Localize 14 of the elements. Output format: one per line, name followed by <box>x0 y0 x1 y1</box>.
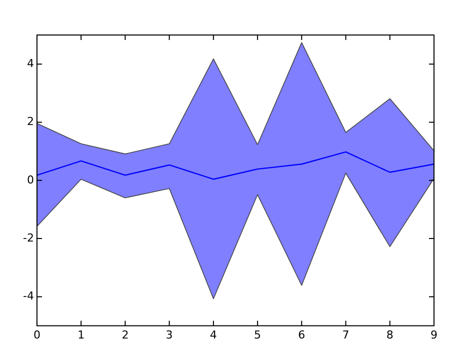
x-tick-label: 7 <box>342 328 350 342</box>
y-tick-label: 4 <box>26 56 34 70</box>
y-tick-label: -2 <box>23 231 34 244</box>
y-tick-label: 2 <box>26 115 34 128</box>
y-tick-label: -4 <box>23 290 34 303</box>
y-tick-label: 0 <box>26 173 34 186</box>
x-tick-label: 8 <box>386 328 394 342</box>
x-tick-label: 9 <box>430 328 438 342</box>
x-tick-label: 4 <box>210 328 217 342</box>
x-tick-label: 6 <box>298 328 306 342</box>
x-tick-label: 2 <box>122 328 129 342</box>
x-tick-label: 3 <box>166 328 173 342</box>
x-tick-label: 1 <box>78 328 85 342</box>
x-tick-label: 5 <box>254 328 262 342</box>
